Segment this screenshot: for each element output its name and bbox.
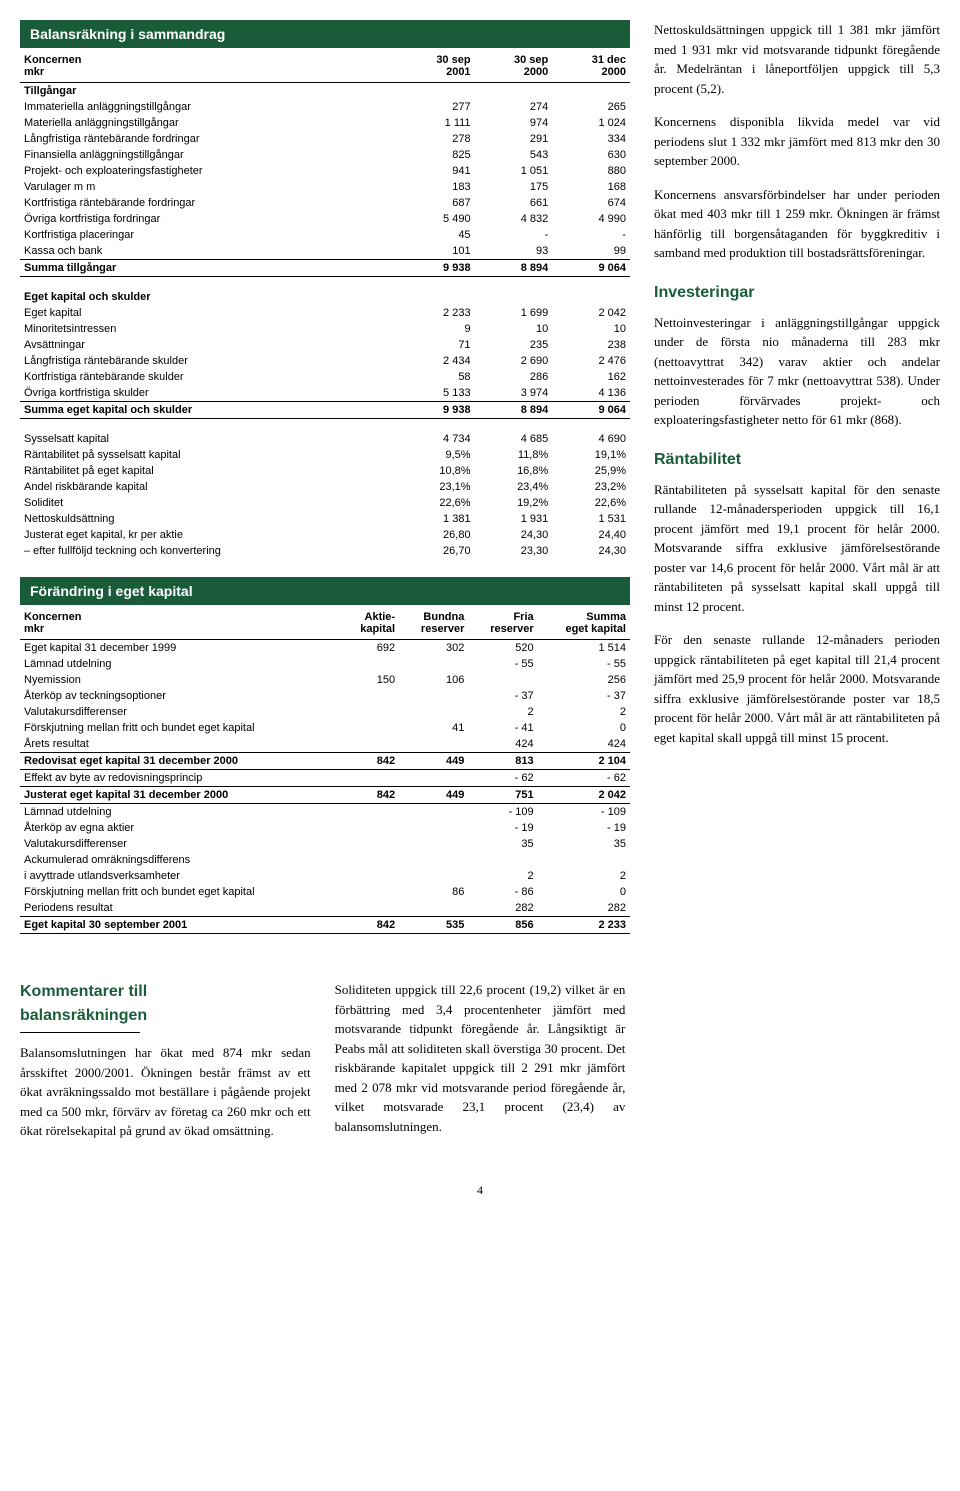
table-row-label: Sysselsatt kapital: [20, 431, 397, 447]
ch-l2: mkr: [24, 623, 44, 635]
bh-l2: mkr: [24, 66, 44, 78]
heading-rant: Räntabilitet: [654, 448, 940, 472]
comments-col-right: [649, 980, 940, 1153]
balance-table: Koncernen mkr 30 sep2001 30 sep2000 31 d…: [20, 52, 630, 559]
table-row-label: Övriga kortfristiga skulder: [20, 385, 397, 402]
table-row-label: Lämnad utdelning: [20, 804, 341, 821]
table-row-label: Ackumulerad omräkningsdifferens: [20, 852, 341, 868]
table-row-label: Projekt- och exploateringsfastigheter: [20, 163, 397, 179]
narrative-inv: Nettoinvesteringar i anläggningstillgång…: [654, 313, 940, 430]
table-row-label: Lämnad utdelning: [20, 656, 341, 672]
table-row-label: Avsättningar: [20, 337, 397, 353]
table-row-label: Valutakursdifferenser: [20, 704, 341, 720]
ch-l1: Koncernen: [24, 611, 81, 623]
bh-c2b: 2000: [524, 66, 548, 78]
table-row-label: i avyttrade utlandsverksamheter: [20, 868, 341, 884]
bh-l1: Koncernen: [24, 54, 81, 66]
table-row-label: Övriga kortfristiga fordringar: [20, 211, 397, 227]
table-row-label: Soliditet: [20, 495, 397, 511]
table-row-label: Varulager m m: [20, 179, 397, 195]
comments-heading: Kommentarer till balansräkningen: [20, 980, 311, 1028]
narrative-column: Nettoskuldsättningen uppgick till 1 381 …: [654, 20, 940, 956]
bh-c1b: 2001: [446, 66, 470, 78]
page-number: 4: [20, 1183, 940, 1198]
balance-title: Balansräkning i sammandrag: [20, 20, 630, 48]
table-row-label: Kassa och bank: [20, 243, 397, 260]
narrative-p2: Koncernens disponibla likvida medel var …: [654, 112, 940, 171]
bh-c2a: 30 sep: [514, 54, 548, 66]
heading-invest: Investeringar: [654, 281, 940, 305]
comments-p2: Soliditeten uppgick till 22,6 procent (1…: [335, 980, 626, 1136]
narrative-p1: Nettoskuldsättningen uppgick till 1 381 …: [654, 20, 940, 98]
table-row-label: Andel riskbärande kapital: [20, 479, 397, 495]
narrative-rant2: För den senaste rullande 12-månaders per…: [654, 630, 940, 747]
table-row-label: Förskjutning mellan fritt och bundet ege…: [20, 884, 341, 900]
bh-c3b: 2000: [602, 66, 626, 78]
table-row-label: Minoritetsintressen: [20, 321, 397, 337]
table-row-label: Återköp av teckningsoptioner: [20, 688, 341, 704]
narrative-rant1: Räntabiliteten på sysselsatt kapital för…: [654, 480, 940, 617]
comments-col-left: Kommentarer till balansräkningen Balanso…: [20, 980, 311, 1153]
comments-p1: Balansomslutningen har ökat med 874 mkr …: [20, 1043, 311, 1141]
table-row-label: Justerat eget kapital, kr per aktie: [20, 527, 397, 543]
equity-sum-label: Summa eget kapital och skulder: [20, 402, 397, 419]
assets-sum-label: Summa tillgångar: [20, 260, 397, 277]
table-row-label: Årets resultat: [20, 736, 341, 753]
bh-c1a: 30 sep: [436, 54, 470, 66]
table-row-label: Långfristiga räntebärande skulder: [20, 353, 397, 369]
table-row-label: Eget kapital 31 december 1999: [20, 640, 341, 657]
table-row-label: Periodens resultat: [20, 900, 341, 917]
table-row-label: Räntabilitet på sysselsatt kapital: [20, 447, 397, 463]
comments-col-middle: Soliditeten uppgick till 22,6 procent (1…: [335, 980, 626, 1153]
change-title: Förändring i eget kapital: [20, 577, 630, 605]
narrative-p3: Koncernens ansvarsförbindelser har under…: [654, 185, 940, 263]
table-row-label: Långfristiga räntebärande fordringar: [20, 131, 397, 147]
table-row-label: Materiella anläggningstillgångar: [20, 115, 397, 131]
table-row-label: Nettoskuldsättning: [20, 511, 397, 527]
table-row-label: Förskjutning mellan fritt och bundet ege…: [20, 720, 341, 736]
table-row-label: Eget kapital: [20, 305, 397, 321]
table-row-label: Nyemission: [20, 672, 341, 688]
table-row-label: Räntabilitet på eget kapital: [20, 463, 397, 479]
table-row-label: Valutakursdifferenser: [20, 836, 341, 852]
table-row-label: – efter fullföljd teckning och konverter…: [20, 543, 397, 559]
table-row-label: Kortfristiga räntebärande skulder: [20, 369, 397, 385]
assets-label: Tillgångar: [20, 83, 630, 100]
table-row-label: Återköp av egna aktier: [20, 820, 341, 836]
table-row-label: Finansiella anläggningstillgångar: [20, 147, 397, 163]
table-row-label: Kortfristiga räntebärande fordringar: [20, 195, 397, 211]
table-row-label: Immateriella anläggningstillgångar: [20, 99, 397, 115]
bh-c3a: 31 dec: [592, 54, 626, 66]
divider: [20, 1032, 140, 1033]
table-row-label: Kortfristiga placeringar: [20, 227, 397, 243]
change-table: Koncernen mkr Aktie-kapital Bundnareserv…: [20, 609, 630, 938]
equity-label: Eget kapital och skulder: [20, 289, 630, 305]
